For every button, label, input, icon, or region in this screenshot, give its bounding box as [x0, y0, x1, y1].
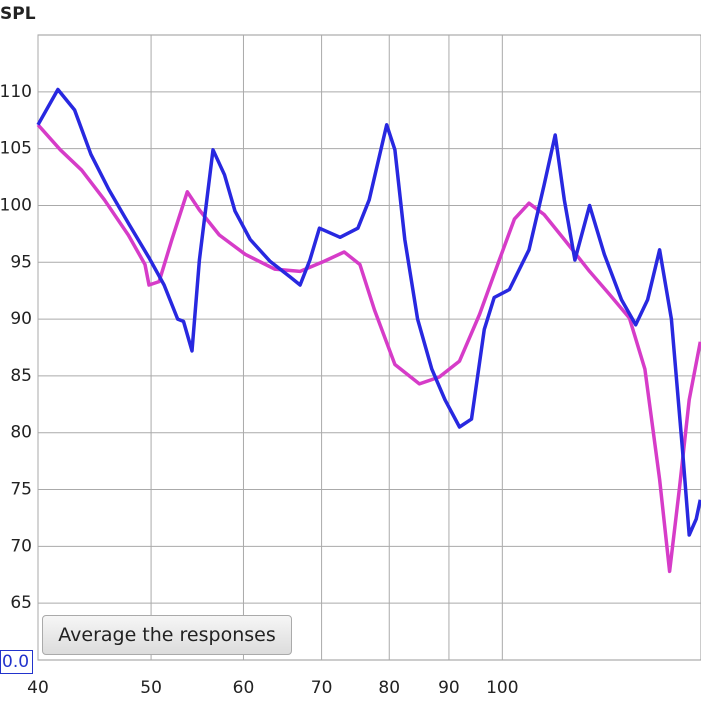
- x-tick-label: 80: [378, 678, 400, 698]
- x-tick-label: 100: [486, 678, 518, 698]
- y-tick-label: 85: [10, 366, 32, 386]
- y-tick-label: 95: [10, 252, 32, 272]
- x-tick-label: 60: [233, 678, 255, 698]
- y-tick-label: 65: [10, 593, 32, 613]
- y-tick-label: 80: [10, 423, 32, 443]
- y-tick-label: 75: [10, 480, 32, 500]
- x-tick-label: 50: [140, 678, 162, 698]
- y-axis-label: SPL: [0, 4, 36, 24]
- y-tick-label: 70: [10, 536, 32, 556]
- x-tick-label: 70: [311, 678, 333, 698]
- readout: 0.0: [0, 650, 33, 674]
- x-tick-label: 90: [438, 678, 460, 698]
- x-tick-label: 40: [27, 678, 49, 698]
- y-tick-label: 100: [0, 195, 32, 215]
- y-tick-label: 110: [0, 82, 32, 102]
- plot-area: [37, 34, 701, 661]
- y-tick-label: 105: [0, 139, 32, 159]
- series-line: [36, 87, 701, 537]
- average-button[interactable]: Average the responses: [42, 615, 292, 655]
- y-tick-label: 90: [10, 309, 32, 329]
- series-line: [36, 123, 701, 574]
